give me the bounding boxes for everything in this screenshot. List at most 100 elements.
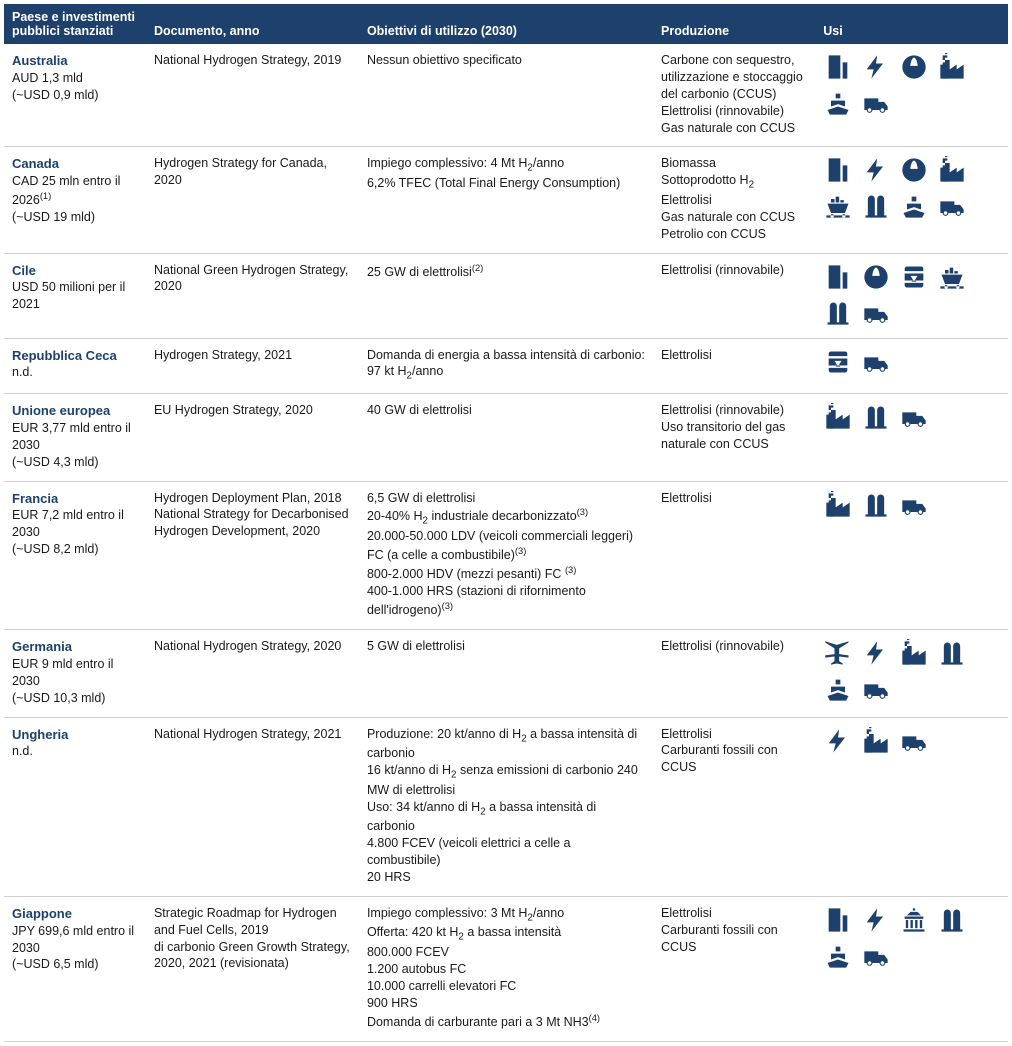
cell-paese: AustraliaAUD 1,3 mld(~USD 0,9 mld) — [4, 44, 146, 147]
capitol-icon — [899, 905, 929, 935]
cell-paese: Ungherian.d. — [4, 717, 146, 896]
cell-paese: CileUSD 50 milioni per il 2021 — [4, 253, 146, 338]
usi-icons — [823, 638, 967, 704]
country-name: Germania — [12, 639, 72, 654]
factory-icon — [823, 490, 853, 520]
usi-icons — [823, 726, 967, 756]
country-name: Giappone — [12, 906, 72, 921]
barrel-icon — [823, 347, 853, 377]
table-row: CileUSD 50 milioni per il 2021National G… — [4, 253, 1008, 338]
barrel-icon — [899, 262, 929, 292]
cell-doc: National Hydrogen Strategy, 2020 — [146, 630, 359, 718]
ship-icon — [899, 191, 929, 221]
cell-prod: Elettrolisi — [653, 338, 815, 394]
country-name: Ungheria — [12, 727, 68, 742]
cell-doc: National Green Hydrogen Strategy, 2020 — [146, 253, 359, 338]
cell-paese: GermaniaEUR 9 mld entro il 2030(~USD 10,… — [4, 630, 146, 718]
table-row: Unione europeaEUR 3,77 mld entro il 2030… — [4, 394, 1008, 482]
bolt-icon — [861, 52, 891, 82]
cell-usi — [815, 147, 1008, 253]
ship-icon — [823, 674, 853, 704]
table-row: GiapponeJPY 699,6 mld entro il 2030(~USD… — [4, 896, 1008, 1041]
cell-paese: GiapponeJPY 699,6 mld entro il 2030(~USD… — [4, 896, 146, 1041]
van-icon — [861, 88, 891, 118]
cell-usi — [815, 338, 1008, 394]
gastanks-icon — [937, 638, 967, 668]
cell-doc: National Hydrogen Strategy, 2021 — [146, 717, 359, 896]
globe-icon — [899, 52, 929, 82]
cell-prod: Elettrolisi — [653, 481, 815, 630]
cell-usi — [815, 717, 1008, 896]
table-row: FranciaEUR 7,2 mld entro il 2030(~USD 8,… — [4, 481, 1008, 630]
hydrogen-strategies-table: Paese e investimenti pubblici stanziati … — [4, 4, 1008, 1042]
cell-usi — [815, 394, 1008, 482]
usi-icons — [823, 262, 967, 328]
van-icon — [937, 191, 967, 221]
header-prod: Produzione — [653, 4, 815, 44]
table-body: AustraliaAUD 1,3 mld(~USD 0,9 mld)Nation… — [4, 44, 1008, 1041]
van-icon — [899, 490, 929, 520]
factory-icon — [899, 638, 929, 668]
factory-icon — [937, 155, 967, 185]
table-row: GermaniaEUR 9 mld entro il 2030(~USD 10,… — [4, 630, 1008, 718]
bolt-icon — [861, 905, 891, 935]
cell-prod: Carbone con sequestro, utilizzazione e s… — [653, 44, 815, 147]
cell-prod: Elettrolisi (rinnovabile) — [653, 630, 815, 718]
country-name: Repubblica Ceca — [12, 348, 117, 363]
header-paese: Paese e investimenti pubblici stanziati — [4, 4, 146, 44]
building-icon — [823, 262, 853, 292]
cell-doc: EU Hydrogen Strategy, 2020 — [146, 394, 359, 482]
ship-icon — [823, 88, 853, 118]
cell-paese: Repubblica Cecan.d. — [4, 338, 146, 394]
cell-obj: Domanda di energia a bassa intensità di … — [359, 338, 653, 394]
cell-paese: Unione europeaEUR 3,77 mld entro il 2030… — [4, 394, 146, 482]
country-name: Cile — [12, 263, 36, 278]
cell-prod: BiomassaSottoprodotto H2ElettrolisiGas n… — [653, 147, 815, 253]
cell-obj: 25 GW di elettrolisi(2) — [359, 253, 653, 338]
cell-doc: National Hydrogen Strategy, 2019 — [146, 44, 359, 147]
cell-usi — [815, 630, 1008, 718]
usi-icons — [823, 155, 967, 221]
usi-icons — [823, 347, 967, 377]
minecart-icon — [937, 262, 967, 292]
cell-usi — [815, 44, 1008, 147]
header-usi: Usi — [815, 4, 1008, 44]
gastanks-icon — [861, 402, 891, 432]
gastanks-icon — [823, 298, 853, 328]
cell-obj: Nessun obiettivo specificato — [359, 44, 653, 147]
van-icon — [861, 298, 891, 328]
cell-doc: Hydrogen Deployment Plan, 2018National S… — [146, 481, 359, 630]
cell-paese: CanadaCAD 25 mln entro il 2026(1)(~USD 1… — [4, 147, 146, 253]
bolt-icon — [823, 726, 853, 756]
cell-obj: 5 GW di elettrolisi — [359, 630, 653, 718]
factory-icon — [937, 52, 967, 82]
van-icon — [861, 674, 891, 704]
cell-prod: ElettrolisiCarburanti fossili con CCUS — [653, 717, 815, 896]
table-row: AustraliaAUD 1,3 mld(~USD 0,9 mld)Nation… — [4, 44, 1008, 147]
building-icon — [823, 905, 853, 935]
cell-prod: ElettrolisiCarburanti fossili con CCUS — [653, 896, 815, 1041]
usi-icons — [823, 905, 967, 971]
cell-obj: Impiego complessivo: 4 Mt H2/anno6,2% TF… — [359, 147, 653, 253]
cell-usi — [815, 481, 1008, 630]
cell-doc: Strategic Roadmap for Hydrogen and Fuel … — [146, 896, 359, 1041]
table-header-row: Paese e investimenti pubblici stanziati … — [4, 4, 1008, 44]
cell-doc: Hydrogen Strategy for Canada, 2020 — [146, 147, 359, 253]
cell-obj: Impiego complessivo: 3 Mt H2/annoOfferta… — [359, 896, 653, 1041]
globe-icon — [861, 262, 891, 292]
usi-icons — [823, 402, 967, 432]
building-icon — [823, 52, 853, 82]
country-name: Francia — [12, 491, 58, 506]
factory-icon — [861, 726, 891, 756]
cell-obj: 40 GW di elettrolisi — [359, 394, 653, 482]
country-name: Unione europea — [12, 403, 110, 418]
cell-obj: 6,5 GW di elettrolisi20-40% H2 industria… — [359, 481, 653, 630]
usi-icons — [823, 490, 967, 520]
van-icon — [861, 347, 891, 377]
van-icon — [899, 402, 929, 432]
gastanks-icon — [861, 490, 891, 520]
usi-icons — [823, 52, 967, 118]
cell-usi — [815, 896, 1008, 1041]
cell-paese: FranciaEUR 7,2 mld entro il 2030(~USD 8,… — [4, 481, 146, 630]
country-name: Australia — [12, 53, 68, 68]
